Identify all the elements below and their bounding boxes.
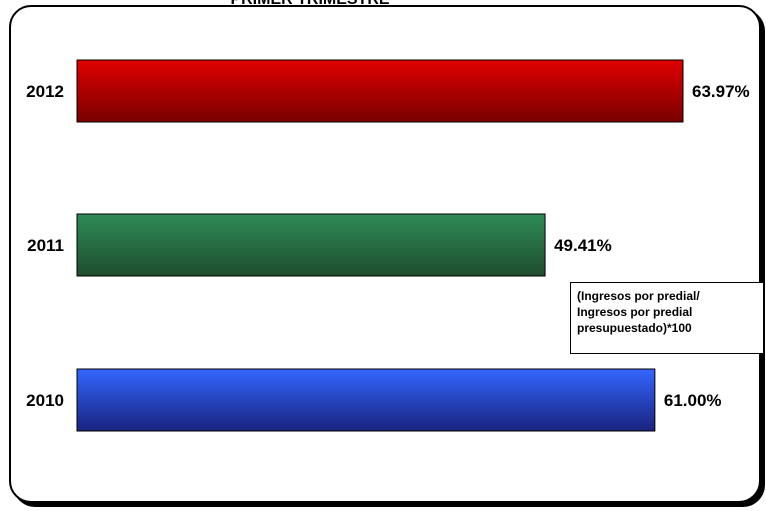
- bar-2010: [76, 368, 656, 432]
- bar-2012: [76, 59, 684, 123]
- value-label-2011: 49.41%: [554, 236, 612, 255]
- value-label-2012: 63.97%: [692, 82, 750, 101]
- category-label-2012: 2012: [26, 82, 64, 101]
- value-label-2010: 61.00%: [664, 391, 722, 410]
- category-label-2010: 2010: [26, 391, 64, 410]
- formula-annotation: (Ingresos por predial/ Ingresos por pred…: [570, 282, 764, 354]
- bar-2011: [76, 213, 546, 277]
- chart-title: PRIMER TRIMESTRE: [0, 0, 620, 10]
- category-label-2011: 2011: [27, 236, 64, 255]
